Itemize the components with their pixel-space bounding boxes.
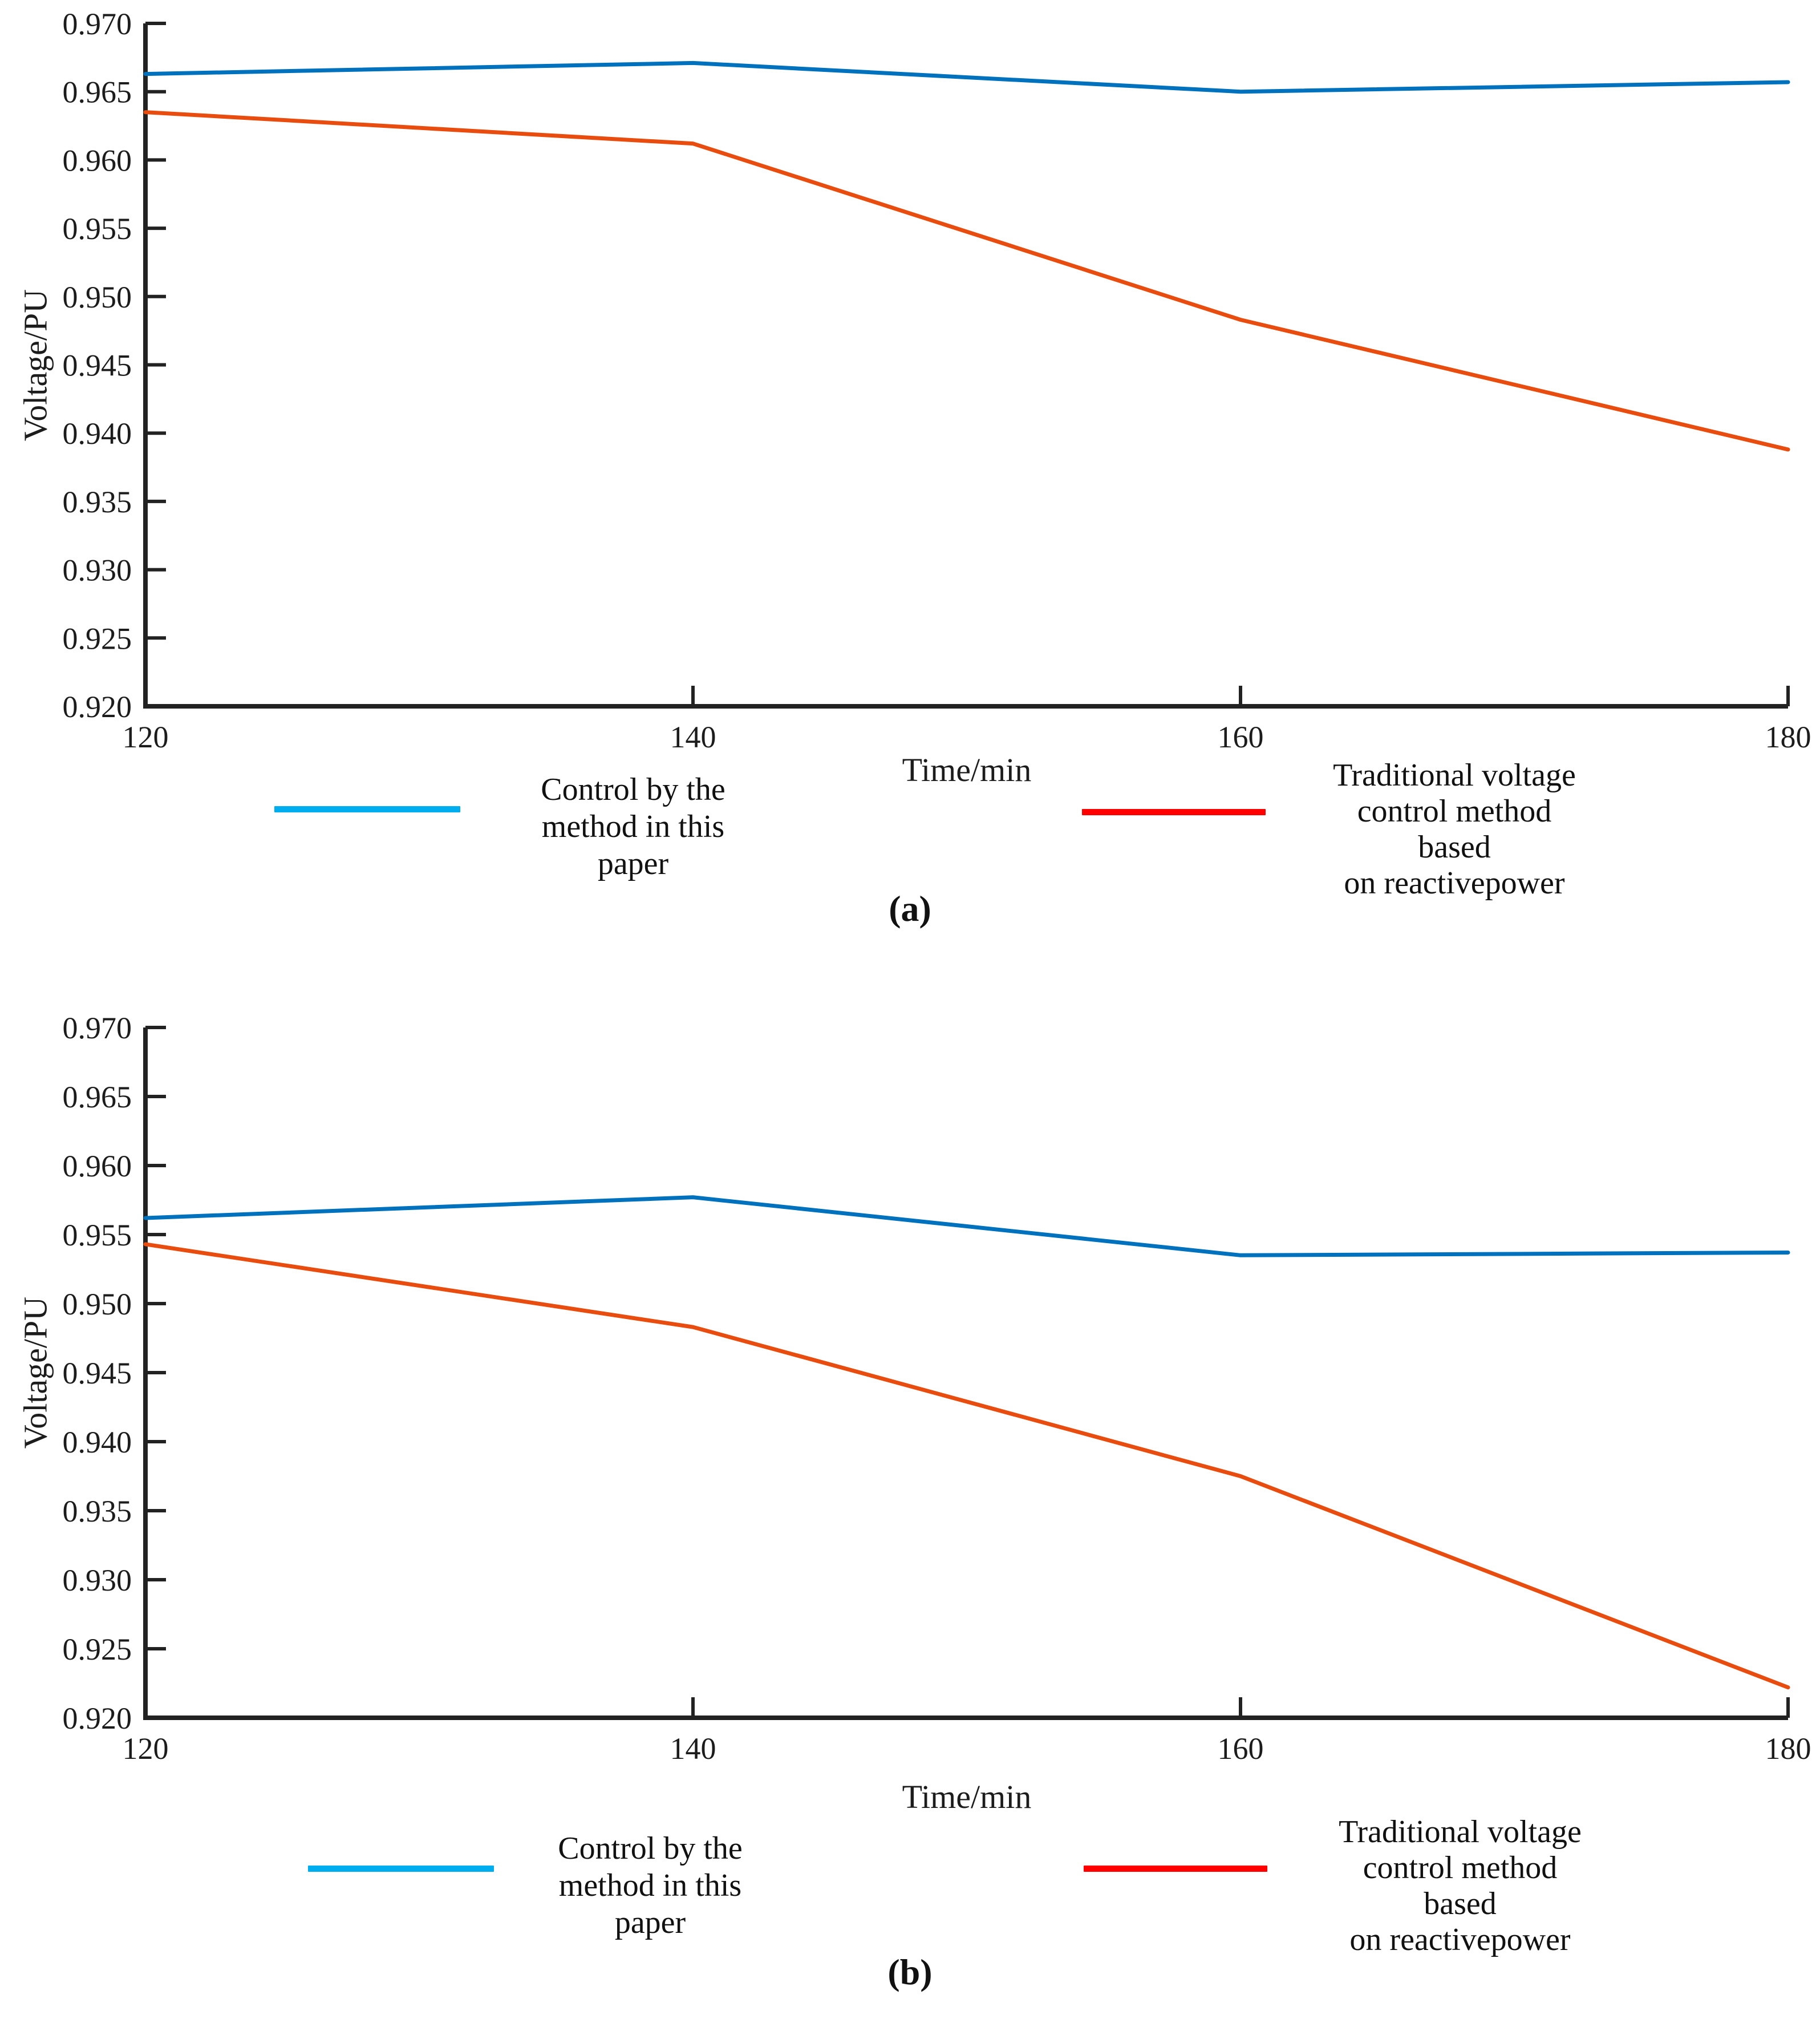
y-tick-label-b: 0.935 — [63, 1494, 132, 1528]
legend-swatch-traditional-method-a — [1082, 809, 1266, 815]
legend-label-line: method in this paper — [541, 809, 725, 881]
y-tick-label-a: 0.925 — [63, 621, 132, 656]
y-tick-label-a: 0.935 — [63, 485, 132, 519]
y-tick-label-b: 0.945 — [63, 1356, 132, 1390]
legend-label-line: on reactivepower — [1344, 865, 1565, 901]
x-tick-label-b: 180 — [1765, 1731, 1811, 1766]
legend-label-traditional-method-b: Traditional voltage control method based… — [1329, 1814, 1591, 1958]
y-tick-label-a: 0.960 — [63, 143, 132, 177]
x-tick-label-b: 120 — [123, 1731, 169, 1766]
y-tick-label-a: 0.930 — [63, 553, 132, 588]
legend-label-line: method in this paper — [558, 1868, 742, 1940]
legend-label-traditional-method-a: Traditional voltage control method based… — [1323, 758, 1586, 901]
subfigure-caption-b: (b) — [887, 1952, 933, 1992]
y-axis-label-b: Voltage/PU — [17, 1296, 54, 1449]
y-tick-label-b: 0.955 — [63, 1218, 132, 1252]
x-tick-label-a: 140 — [670, 720, 716, 754]
legend-label-line: control method based — [1357, 794, 1552, 865]
y-tick-label-a: 0.955 — [63, 212, 132, 246]
x-tick-label-a: 120 — [123, 720, 169, 754]
y-tick-label-b: 0.925 — [63, 1632, 132, 1666]
y-tick-label-b: 0.960 — [63, 1149, 132, 1183]
y-tick-label-b: 0.930 — [63, 1563, 132, 1597]
legend-label-line: Traditional voltage — [1333, 758, 1576, 793]
y-tick-label-a: 0.920 — [63, 690, 132, 724]
legend-label-line: Control by the — [541, 772, 725, 807]
y-tick-label-a: 0.940 — [63, 416, 132, 451]
x-tick-label-a: 180 — [1765, 720, 1811, 754]
series-line-traditional-b — [143, 1242, 1790, 1690]
x-tick-label-a: 160 — [1218, 720, 1264, 754]
y-tick-label-b: 0.920 — [63, 1701, 132, 1735]
legend-label-line: Control by the — [558, 1831, 743, 1866]
y-tick-label-a: 0.945 — [63, 349, 132, 383]
y-tick-label-b: 0.970 — [63, 1011, 132, 1045]
series-line-traditional-a — [143, 110, 1790, 452]
x-tick-label-b: 160 — [1218, 1731, 1264, 1766]
legend-label-line: on reactivepower — [1349, 1922, 1571, 1957]
legend-swatch-traditional-method-b — [1084, 1866, 1267, 1872]
y-tick-label-b: 0.950 — [63, 1287, 132, 1321]
x-axis-label-b: Time/min — [902, 1778, 1032, 1815]
legend-label-proposed-method-b: Control by the method in this paper — [525, 1830, 776, 1941]
x-axis-label-a: Time/min — [902, 751, 1032, 788]
subfigure-caption-a: (a) — [889, 888, 931, 929]
series-line-proposed-a — [143, 60, 1790, 94]
legend-label-proposed-method-a: Control by the method in this paper — [513, 771, 753, 883]
series-line-proposed-b — [143, 1195, 1790, 1257]
y-axis-label-a: Voltage/PU — [17, 289, 54, 442]
legend-swatch-proposed-method-b — [308, 1866, 494, 1872]
y-tick-label-b: 0.940 — [63, 1425, 132, 1459]
y-tick-label-a: 0.970 — [63, 7, 132, 41]
legend-label-line: Traditional voltage — [1339, 1814, 1582, 1850]
x-tick-label-b: 140 — [670, 1731, 716, 1766]
legend-label-line: control method based — [1363, 1850, 1558, 1921]
y-tick-label-a: 0.950 — [63, 280, 132, 314]
y-tick-label-a: 0.965 — [63, 75, 132, 110]
y-tick-label-b: 0.965 — [63, 1080, 132, 1114]
legend-swatch-proposed-method-a — [274, 806, 460, 812]
